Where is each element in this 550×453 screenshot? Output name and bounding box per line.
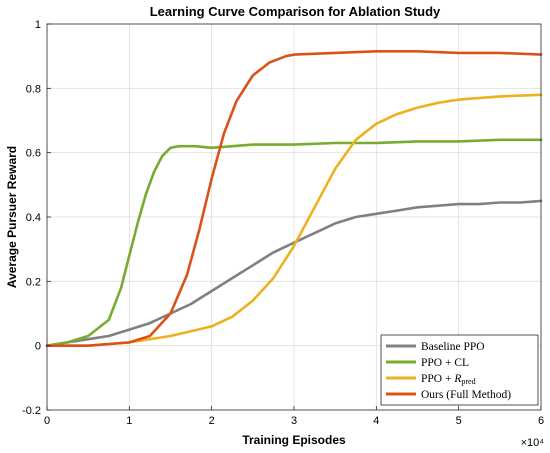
grid-lines [47, 24, 541, 410]
series-layer [45, 49, 543, 348]
x-tick-label: 1 [126, 415, 132, 427]
y-tick-label: 0.6 [26, 148, 41, 160]
chart-title: Learning Curve Comparison for Ablation S… [150, 4, 441, 19]
x-tick-label: 5 [456, 415, 462, 427]
y-tick-label: 0.8 [26, 83, 41, 95]
series-line-3 [45, 49, 543, 348]
legend-label: Ours (Full Method) [421, 389, 511, 401]
x-multiplier-label: ×10⁴ [521, 437, 545, 449]
series-line-0 [45, 199, 543, 348]
x-tick-labels: 0 1 2 3 4 5 6 [44, 406, 544, 427]
y-tick-label: 1 [35, 19, 41, 31]
y-tick-labels: -0.2 0 0.2 0.4 0.6 0.8 1 [22, 19, 51, 417]
x-axis-label: Training Episodes [242, 433, 346, 447]
legend-label: Baseline PPO [421, 341, 485, 353]
legend: Baseline PPO PPO + CL PPO + Rpred Ours (Ful… [380, 334, 539, 406]
series-line-2 [45, 93, 543, 348]
legend-label: PPO + Rpred [421, 373, 476, 386]
y-tick-label: 0.4 [26, 212, 41, 224]
series-line-1 [45, 138, 543, 348]
x-tick-label: 4 [373, 415, 379, 427]
x-tick-label: 0 [44, 415, 50, 427]
legend-label: PPO + CL [421, 357, 469, 369]
y-tick-label: 0 [35, 341, 41, 353]
y-axis-label: Average Pursuer Reward [5, 146, 19, 288]
y-tick-label: 0.2 [26, 276, 41, 288]
x-tick-label: 2 [209, 415, 215, 427]
y-tick-label: -0.2 [22, 405, 41, 417]
x-tick-label: 6 [538, 415, 544, 427]
x-tick-label: 3 [291, 415, 297, 427]
